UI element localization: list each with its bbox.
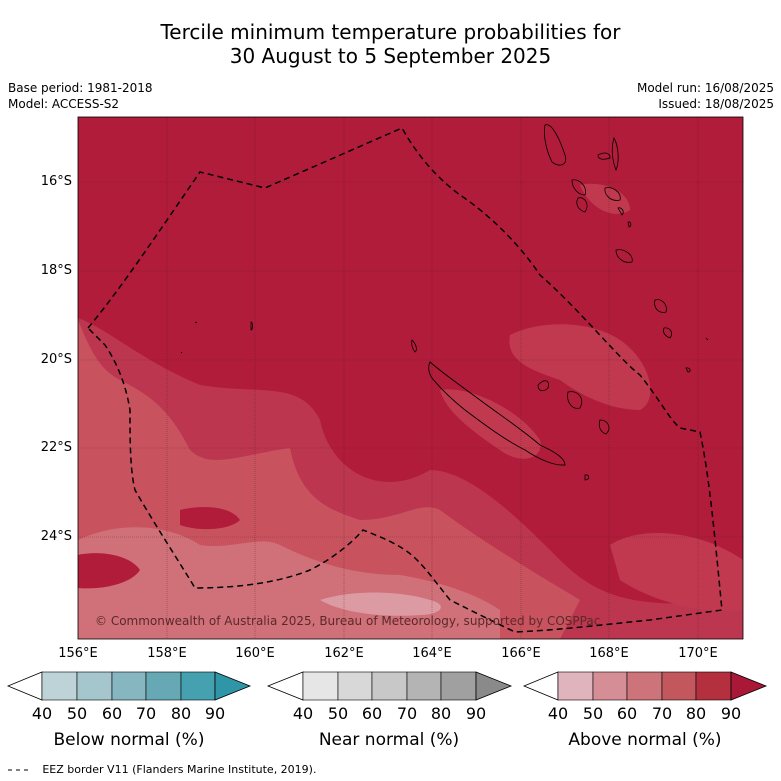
model-name: Model: ACCESS-S2: [8, 97, 120, 111]
colorbar-above-title: Above normal (%): [568, 730, 722, 750]
eez-legend-symbol: -- -- --: [8, 763, 39, 776]
probability-field: [78, 117, 743, 639]
map-frame: [77, 116, 744, 640]
title-line-2: 30 August to 5 September 2025: [229, 44, 552, 68]
colorbar-below-tick: 50: [66, 704, 88, 723]
lon-label-162e: 162°E: [324, 646, 364, 661]
colorbar-below: [6, 671, 252, 701]
lon-label-160e: 160°E: [235, 646, 275, 661]
colorbar-near: [266, 671, 513, 701]
colorbar-below-tick: 80: [170, 704, 192, 723]
colorbar-above-tick: 80: [685, 704, 707, 723]
colorbar-below-tick: 90: [204, 704, 226, 723]
colorbar-below-title: Below normal (%): [53, 730, 205, 750]
colorbar-above-tick: 90: [720, 704, 742, 723]
colorbar-near-tick: 80: [430, 704, 452, 723]
copyright-notice: © Commonwealth of Australia 2025, Bureau…: [95, 614, 601, 628]
lat-label-22s: 22°S: [40, 440, 72, 455]
title-line-1: Tercile minimum temperature probabilitie…: [160, 20, 621, 44]
islets: [180, 321, 709, 373]
area-above-70-80-island-halo: [440, 389, 541, 459]
colorbar-below-tick: 70: [135, 704, 157, 723]
colorbar-above-tick: 60: [616, 704, 638, 723]
eez-border: [86, 127, 723, 633]
model-run: Model run: 16/08/2025: [636, 81, 774, 95]
colorbar-near-tick: 70: [396, 704, 418, 723]
new-caledonia-coastline: [428, 361, 566, 466]
lat-label-16s: 16°S: [40, 174, 72, 189]
area-above-80-90-patch-2: [78, 553, 140, 589]
area-above-70-80-southeast: [610, 533, 743, 611]
area-above-70-80-east: [509, 324, 651, 410]
colorbar-near-title: Near normal (%): [318, 730, 460, 750]
eez-legend: -- -- -- EEZ border V11 (Flanders Marine…: [8, 763, 316, 776]
colorbar-near-tick: 40: [292, 704, 314, 723]
colorbar-above-tick: 50: [582, 704, 604, 723]
base-period: Base period: 1981-2018: [8, 81, 153, 95]
lon-label-168e: 168°E: [589, 646, 629, 661]
lon-label-164e: 164°E: [412, 646, 452, 661]
colorbar-below-tick: 60: [101, 704, 123, 723]
lat-label-24s: 24°S: [40, 529, 72, 544]
issued-date: Issued: 18/08/2025: [658, 97, 774, 111]
graticule: [78, 117, 743, 639]
colorbar-near-tick: 50: [327, 704, 349, 723]
eez-legend-text: EEZ border V11 (Flanders Marine Institut…: [42, 763, 317, 776]
colorbar-near-tick: 60: [361, 704, 383, 723]
colorbar-above: [522, 671, 768, 701]
colorbar-near-tick: 90: [465, 704, 487, 723]
lat-label-18s: 18°S: [40, 263, 72, 278]
lon-label-156e: 156°E: [58, 646, 98, 661]
lat-label-20s: 20°S: [40, 352, 72, 367]
lon-label-158e: 158°E: [147, 646, 187, 661]
colorbar-below-tick: 40: [31, 704, 53, 723]
isle-of-pines: [411, 339, 417, 353]
lon-label-166e: 166°E: [501, 646, 541, 661]
area-above-40-50-south: [320, 592, 441, 616]
loyalty-islands: [537, 380, 610, 481]
area-above-80-90-patch: [180, 507, 240, 530]
lon-label-170e: 170°E: [678, 646, 718, 661]
colorbar-above-tick: 70: [651, 704, 673, 723]
colorbar-above-tick: 40: [547, 704, 569, 723]
vanuatu-coastline: [544, 124, 672, 339]
